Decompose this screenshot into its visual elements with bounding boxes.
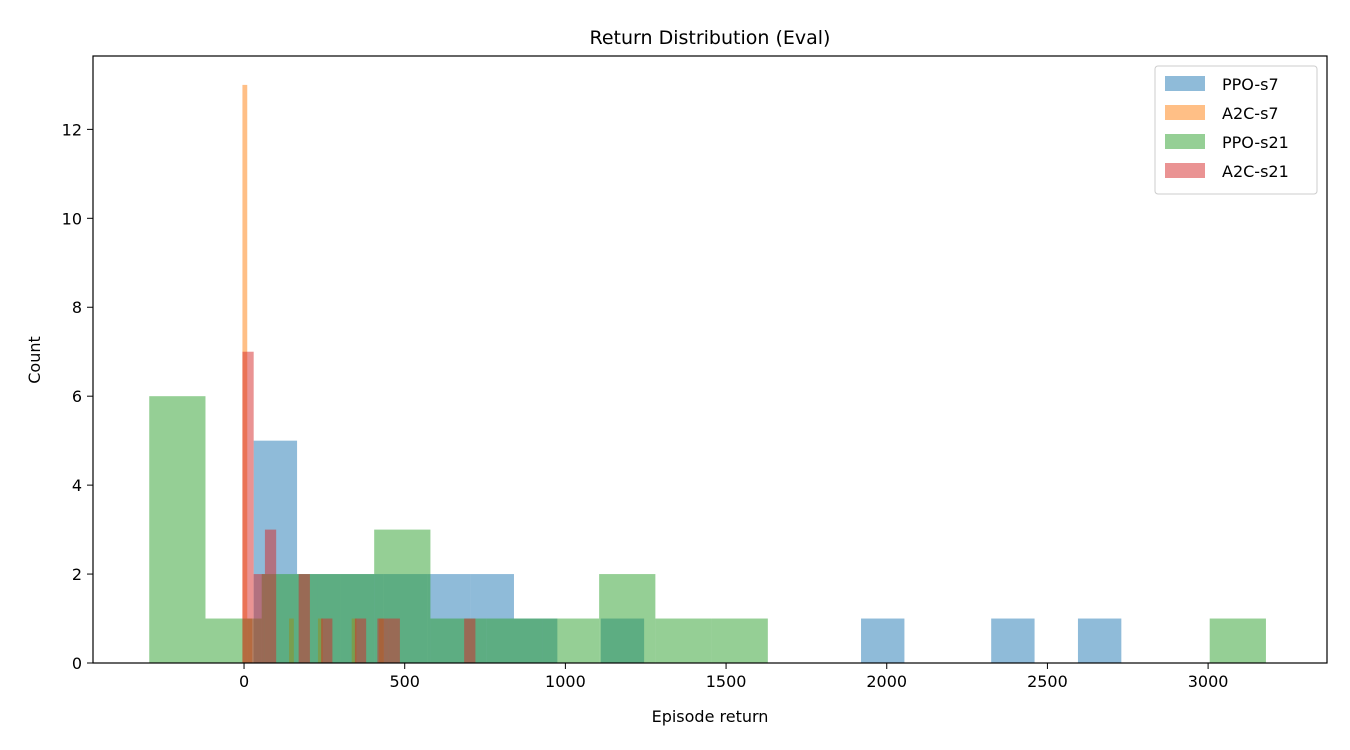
bar-series-3-bin-0 <box>242 351 254 663</box>
legend-swatch-0 <box>1165 76 1205 91</box>
legend-label-0: PPO-s7 <box>1222 75 1279 94</box>
bar-series-2-bin-7 <box>542 618 600 663</box>
bar-series-0-bin-9 <box>991 618 1035 663</box>
x-axis-ticks: 0 500 1000 1500 2000 2500 3000 <box>239 663 1229 691</box>
y-tick-label-4: 8 <box>72 298 82 317</box>
legend-label-3: A2C-s21 <box>1222 162 1289 181</box>
legend-label-2: PPO-s21 <box>1222 133 1289 152</box>
legend-box <box>1154 65 1318 195</box>
bar-series-3-bin-3 <box>298 574 310 663</box>
x-tick-label-2: 1000 <box>545 672 586 691</box>
bar-series-3-bin-1 <box>253 574 265 663</box>
legend-swatch-1 <box>1165 105 1205 120</box>
y-axis-ticks: 0 2 4 6 8 10 12 <box>62 120 93 673</box>
x-axis-label: Episode return <box>652 707 769 726</box>
bar-series-3-bin-4 <box>321 618 333 663</box>
bar-series-2-bin-11 <box>1209 618 1266 663</box>
plot-frame <box>92 55 1328 664</box>
y-tick-label-5: 10 <box>62 209 82 228</box>
bar-series-0-bin-8 <box>861 618 905 663</box>
bar-series-3-bin-6 <box>377 618 389 663</box>
bar-series-2-bin-8 <box>599 574 656 663</box>
x-tick-label-6: 3000 <box>1188 672 1229 691</box>
bar-series-2-bin-5 <box>430 618 487 663</box>
bar-series-3-bin-5 <box>354 618 367 663</box>
legend-swatch-2 <box>1165 134 1205 149</box>
x-tick-label-5: 2500 <box>1027 672 1068 691</box>
bar-series-0-bin-10 <box>1077 618 1122 663</box>
bar-series-3-bin-7 <box>388 618 400 663</box>
legend: PPO-s7 A2C-s7 PPO-s21 A2C-s21 <box>1154 65 1318 195</box>
y-axis-label: Count <box>25 336 44 384</box>
bars-layer <box>149 84 1266 663</box>
legend-label-1: A2C-s7 <box>1222 104 1279 123</box>
bar-series-2-bin-6 <box>486 618 543 663</box>
y-tick-label-2: 4 <box>72 476 82 495</box>
bar-series-2-bin-9 <box>655 618 712 663</box>
x-tick-label-1: 500 <box>389 672 420 691</box>
y-tick-label-3: 6 <box>72 387 82 406</box>
legend-swatch-3 <box>1165 163 1205 178</box>
x-tick-label-3: 1500 <box>706 672 747 691</box>
bar-series-2-bin-0 <box>149 396 206 663</box>
x-tick-label-4: 2000 <box>866 672 907 691</box>
y-tick-label-0: 0 <box>72 654 82 673</box>
bar-series-2-bin-10 <box>711 618 768 663</box>
x-tick-label-0: 0 <box>239 672 249 691</box>
y-tick-label-6: 12 <box>62 120 82 139</box>
y-tick-label-1: 2 <box>72 565 82 584</box>
chart-title: Return Distribution (Eval) <box>590 27 831 49</box>
bar-series-3-bin-8 <box>464 618 476 663</box>
bar-series-3-bin-2 <box>264 529 277 663</box>
